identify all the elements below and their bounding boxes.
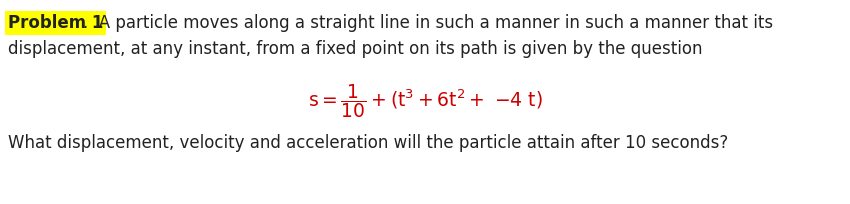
- Text: .  A particle moves along a straight line in such a manner in such a manner that: . A particle moves along a straight line…: [83, 14, 774, 32]
- Text: What displacement, velocity and acceleration will the particle attain after 10 s: What displacement, velocity and accelera…: [8, 134, 728, 152]
- Text: displacement, at any instant, from a fixed point on its path is given by the que: displacement, at any instant, from a fix…: [8, 40, 702, 58]
- Text: Problem 1: Problem 1: [8, 14, 104, 32]
- Text: $\mathsf{s = \dfrac{1}{10} + (t^3 + 6t^2 +\ {-4}\ t)}$: $\mathsf{s = \dfrac{1}{10} + (t^3 + 6t^2…: [308, 82, 542, 120]
